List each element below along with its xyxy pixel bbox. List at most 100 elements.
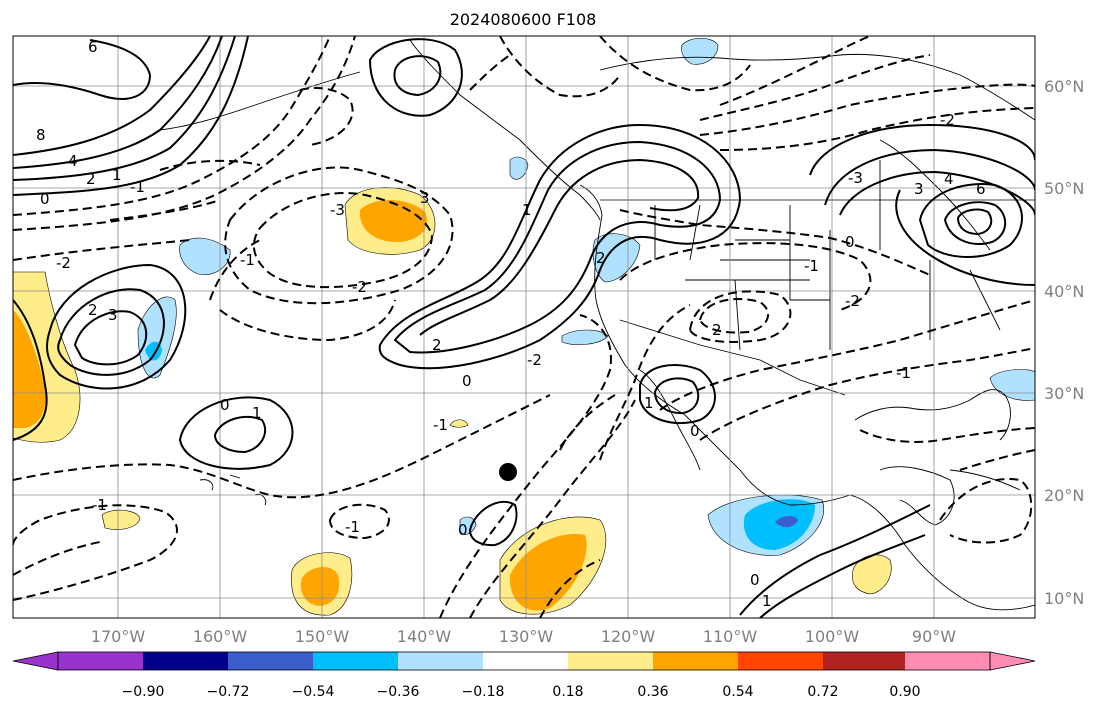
lat-label: 20°N <box>1044 486 1084 505</box>
contour-label: 3 <box>420 189 430 207</box>
contour-label: -3 <box>330 201 345 219</box>
contour-label: 1 <box>112 166 122 184</box>
colorbar-tick-label: 0.36 <box>637 684 668 700</box>
colorbar-tick-label: −0.90 <box>122 684 165 700</box>
contour-label: -2 <box>352 278 367 296</box>
contour-label: -1 <box>804 257 819 275</box>
contour-label: -2 <box>940 111 955 129</box>
lon-label: 100°W <box>805 627 860 646</box>
shaded-fields <box>13 37 1035 616</box>
colorbar-tick-label: −0.36 <box>377 684 420 700</box>
contour-labels: 6 8 4 2 1 0 -1 -2 -3 3 2 3 2 -2 -1 0 1 -… <box>36 38 986 610</box>
contour-label: 1 <box>252 404 262 422</box>
contour-label: -3 <box>848 169 863 187</box>
negative-shade <box>509 156 529 180</box>
positive-shade <box>509 534 587 611</box>
colorbar-frame <box>57 651 991 671</box>
lon-label: 120°W <box>601 627 656 646</box>
contour-label: -1 <box>130 178 145 196</box>
contour-label: 4 <box>68 152 78 170</box>
colorbar-segment <box>738 652 823 670</box>
contour-label: 1 <box>644 394 654 412</box>
lon-label: 110°W <box>703 627 758 646</box>
colorbar-tick-label: −0.72 <box>207 684 250 700</box>
lon-label: 130°W <box>499 627 554 646</box>
lat-label: 30°N <box>1044 384 1084 403</box>
colorbar-segment <box>228 652 313 670</box>
contour-label: 1 <box>522 201 532 219</box>
position-marker <box>499 463 517 481</box>
contour-label: -1 <box>92 496 107 514</box>
latitude-labels: 60°N 50°N 40°N 30°N 20°N 10°N <box>1044 77 1084 608</box>
colorbar-tick-label: 0.72 <box>807 684 838 700</box>
colorbar-segment <box>653 652 738 670</box>
colorbar-tick-label: 0.54 <box>722 684 753 700</box>
colorbar-min-extension <box>12 651 59 671</box>
contour-label: -1 <box>345 518 360 536</box>
lon-label: 150°W <box>295 627 350 646</box>
lon-label: 140°W <box>397 627 452 646</box>
colorbar-segment <box>143 652 228 670</box>
contour-label: 2 <box>596 249 606 267</box>
contour-label: -1 <box>240 251 255 269</box>
positive-shade <box>101 509 141 530</box>
map-title: 2024080600 F108 <box>449 10 597 29</box>
contour-label: 0 <box>458 521 468 539</box>
longitude-labels: 170°W 160°W 150°W 140°W 130°W 120°W 110°… <box>91 627 956 646</box>
lat-label: 50°N <box>1044 179 1084 198</box>
contour-label: 3 <box>108 306 118 324</box>
positive-shade <box>13 310 46 428</box>
contour-label: -1 <box>433 416 448 434</box>
contour-label: 0 <box>220 396 230 414</box>
contour-label: 6 <box>976 180 986 198</box>
colorbar-segment <box>483 652 568 670</box>
colorbar-segment <box>398 652 483 670</box>
colorbar-max-extension <box>989 651 1036 671</box>
positive-shade <box>300 567 340 606</box>
coastlines <box>159 39 1035 611</box>
contour-label: 4 <box>944 170 954 188</box>
colorbar: −0.90 −0.72 −0.54 −0.36 −0.18 0.18 0.36 … <box>12 651 1036 700</box>
negative-shade <box>561 329 609 345</box>
contour-label: 2 <box>712 321 722 339</box>
lon-label: 90°W <box>912 627 956 646</box>
colorbar-tick-label: 0.90 <box>889 684 920 700</box>
contour-label: 0 <box>845 233 855 251</box>
negative-shade <box>137 296 177 379</box>
contour-label: 2 <box>432 336 442 354</box>
lon-label: 160°W <box>193 627 248 646</box>
negative-shade <box>179 237 231 276</box>
colorbar-segment <box>58 652 143 670</box>
colorbar-segment <box>823 652 905 670</box>
contour-label: -2 <box>845 292 860 310</box>
negative-shade <box>775 516 798 528</box>
positive-contours <box>13 36 1035 618</box>
contour-label: 0 <box>40 190 50 208</box>
contour-label: 2 <box>86 170 96 188</box>
lon-label: 170°W <box>91 627 146 646</box>
lat-label: 40°N <box>1044 282 1084 301</box>
contour-label: 3 <box>914 180 924 198</box>
positive-shade <box>449 419 469 428</box>
map-border <box>12 35 1036 619</box>
contour-label: 1 <box>762 592 772 610</box>
contour-label: -2 <box>527 351 542 369</box>
contour-label: 0 <box>690 422 700 440</box>
lat-label: 10°N <box>1044 589 1084 608</box>
contour-label: 0 <box>750 571 760 589</box>
colorbar-segment <box>313 652 398 670</box>
contour-label: 6 <box>88 38 98 56</box>
contour-label: 0 <box>462 372 472 390</box>
contour-label: -1 <box>896 364 911 382</box>
colorbar-segment <box>568 652 653 670</box>
colorbar-tick-label: −0.54 <box>292 684 335 700</box>
colorbar-segment <box>905 652 990 670</box>
colorbar-tick-label: −0.18 <box>462 684 505 700</box>
colorbar-tick-label: 0.18 <box>552 684 583 700</box>
negative-contours <box>13 36 1035 618</box>
negative-shade <box>459 516 477 535</box>
lat-label: 60°N <box>1044 77 1084 96</box>
contour-label: 2 <box>88 301 98 319</box>
contour-label: 8 <box>36 126 46 144</box>
